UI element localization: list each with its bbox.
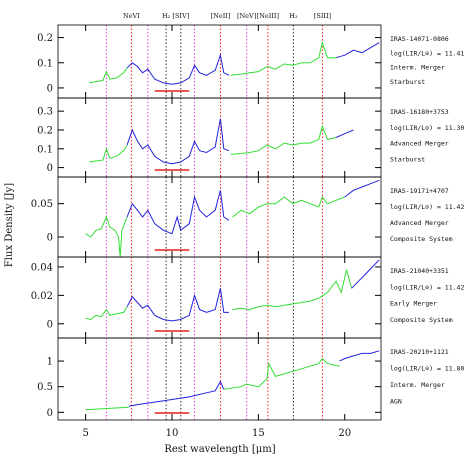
spectrum xyxy=(335,42,380,59)
line-label: [NeII] xyxy=(211,12,231,20)
spectrum xyxy=(335,129,354,138)
y-tick-label: 0.2 xyxy=(37,125,53,136)
panel-annotation: Starburst xyxy=(390,155,425,163)
spectrum xyxy=(232,269,353,311)
panel-annotation: Interm. Merger xyxy=(390,381,445,389)
panel-annotation: IRAS-21040+3351 xyxy=(390,267,449,275)
line-label: [NeV] xyxy=(237,12,256,20)
y-axis-label: Flux Density [Jy] xyxy=(4,183,15,268)
spectrum xyxy=(89,144,128,163)
panel-annotation: log(LIR/L⊙) = 11.30 xyxy=(390,124,464,132)
spectrum xyxy=(230,124,337,155)
panel-annotation: Composite System xyxy=(390,316,453,324)
panel-annotation: Advanced Merger xyxy=(390,219,449,227)
spectrum xyxy=(232,195,345,218)
x-tick-label: 10 xyxy=(166,428,179,439)
spectrum xyxy=(85,406,129,411)
panel-annotation: IRAS-20210+1121 xyxy=(390,348,449,356)
y-tick-label: 1 xyxy=(47,357,53,368)
line-label: NeVI xyxy=(123,12,140,20)
spectrum xyxy=(126,190,230,235)
spectrum xyxy=(126,118,230,165)
y-tick-label: 0 xyxy=(47,83,53,94)
y-tick-label: 0 xyxy=(47,408,53,419)
panel-annotation: IRAS-19171+4707 xyxy=(390,187,449,195)
panel-annotation: log(LIR/L⊙) = 11.42 xyxy=(390,283,464,291)
panel-annotation: AGN xyxy=(390,398,402,406)
spectrum xyxy=(230,40,337,76)
line-label: [NeIII] xyxy=(257,12,279,20)
spectrum xyxy=(85,306,128,321)
spectrum xyxy=(351,259,380,289)
y-tick-label: 0.5 xyxy=(37,382,53,393)
spectrum xyxy=(339,350,380,362)
y-tick-label: 0.1 xyxy=(37,58,53,69)
panel-annotation: IRAS-14071-0806 xyxy=(390,35,449,43)
spectrum xyxy=(128,380,225,407)
line-label: H₂ xyxy=(289,12,298,20)
spectrum xyxy=(223,357,340,390)
y-tick-label: 0 xyxy=(47,163,53,174)
spectrum xyxy=(85,215,128,258)
spectrum xyxy=(89,67,128,84)
x-tick-label: 5 xyxy=(82,428,88,439)
y-tick-label: 0.02 xyxy=(31,291,53,302)
y-tick-label: 0.3 xyxy=(37,107,53,118)
spectrum xyxy=(344,179,380,198)
panel-annotation: log(LIR/L⊙) = 11.41 xyxy=(390,49,464,57)
panel-frame xyxy=(57,337,382,421)
y-tick-label: 0.04 xyxy=(31,262,53,273)
panel-annotation: Advanced Merger xyxy=(390,140,449,148)
line-label: [SIII] xyxy=(314,12,331,20)
panel-annotation: Early Merger xyxy=(390,300,437,308)
y-tick-label: 0.2 xyxy=(37,33,53,44)
x-tick-label: 20 xyxy=(338,428,351,439)
panel-annotation: log(LIR/L⊙) = 11.42 xyxy=(390,203,464,211)
panel-annotation: Interm. Merger xyxy=(390,64,445,72)
spectrum xyxy=(126,53,230,85)
panel-annotation: Starburst xyxy=(390,78,425,86)
x-axis-label: Rest wavelength [μm] xyxy=(164,444,275,455)
y-tick-label: 0 xyxy=(47,233,53,244)
line-label: H₂ xyxy=(162,12,171,20)
y-tick-label: 0.1 xyxy=(37,144,53,155)
x-tick-label: 15 xyxy=(252,428,265,439)
panel-annotation: Composite System xyxy=(390,235,453,243)
line-label: [SIV] xyxy=(172,12,189,20)
panel-frame xyxy=(57,256,382,339)
panel-annotation: IRAS-16180+3753 xyxy=(390,108,449,116)
y-tick-label: 0.05 xyxy=(31,199,53,210)
spectrum xyxy=(126,288,229,322)
panel-annotation: log(LIR/L⊙) = 11.80 xyxy=(390,365,464,373)
y-tick-label: 0 xyxy=(47,319,53,330)
